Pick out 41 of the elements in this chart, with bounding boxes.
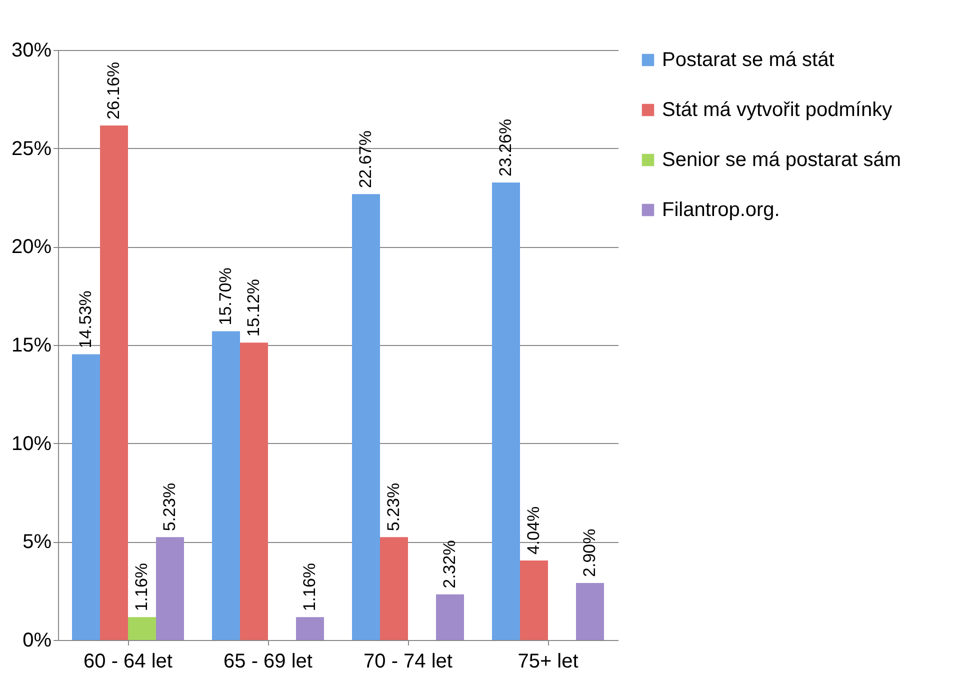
x-tick-label: 60 - 64 let xyxy=(84,650,173,672)
y-tick-label: 15% xyxy=(11,334,52,356)
bar xyxy=(352,194,380,640)
x-tick-label: 75+ let xyxy=(518,650,579,672)
data-label: 2.90% xyxy=(580,528,599,577)
data-label: 5.23% xyxy=(384,482,403,532)
bar xyxy=(128,617,156,640)
x-tick-label: 70 - 74 let xyxy=(364,650,453,672)
data-label: 1.16% xyxy=(132,562,151,612)
y-tick-label: 20% xyxy=(11,236,52,258)
bar xyxy=(520,560,548,640)
data-label: 22.67% xyxy=(356,130,375,188)
data-label: 4.04% xyxy=(524,506,543,555)
bar xyxy=(100,126,128,640)
y-tick-label: 10% xyxy=(11,432,52,455)
bar xyxy=(296,617,324,640)
legend-label: Senior se má postarat sám xyxy=(662,149,901,171)
legend-label: Filantrop.org. xyxy=(662,199,780,221)
bar xyxy=(156,537,184,640)
y-tick-label: 5% xyxy=(22,531,52,554)
data-label: 2.32% xyxy=(440,540,459,588)
bar xyxy=(240,342,268,640)
y-tick-label: 25% xyxy=(11,138,52,160)
data-label: 5.23% xyxy=(160,482,179,532)
data-label: 23.26% xyxy=(496,118,515,177)
bar xyxy=(492,182,520,640)
bar xyxy=(72,354,100,640)
data-label: 15.70% xyxy=(216,268,235,326)
y-tick-label: 0% xyxy=(22,630,52,652)
data-label: 26.16% xyxy=(104,62,123,120)
x-tick-label: 65 - 69 let xyxy=(224,650,313,672)
data-label: 14.53% xyxy=(76,290,95,348)
bar xyxy=(212,331,240,640)
bar xyxy=(380,537,408,640)
bar xyxy=(576,582,604,640)
y-tick-label: 30% xyxy=(11,40,52,62)
legend-label: Postarat se má stát xyxy=(662,49,835,71)
data-label: 15.12% xyxy=(244,278,263,337)
bar xyxy=(436,594,464,640)
data-label: 1.16% xyxy=(300,562,319,612)
legend-label: Stát má vytvořit podmínky xyxy=(662,99,892,121)
